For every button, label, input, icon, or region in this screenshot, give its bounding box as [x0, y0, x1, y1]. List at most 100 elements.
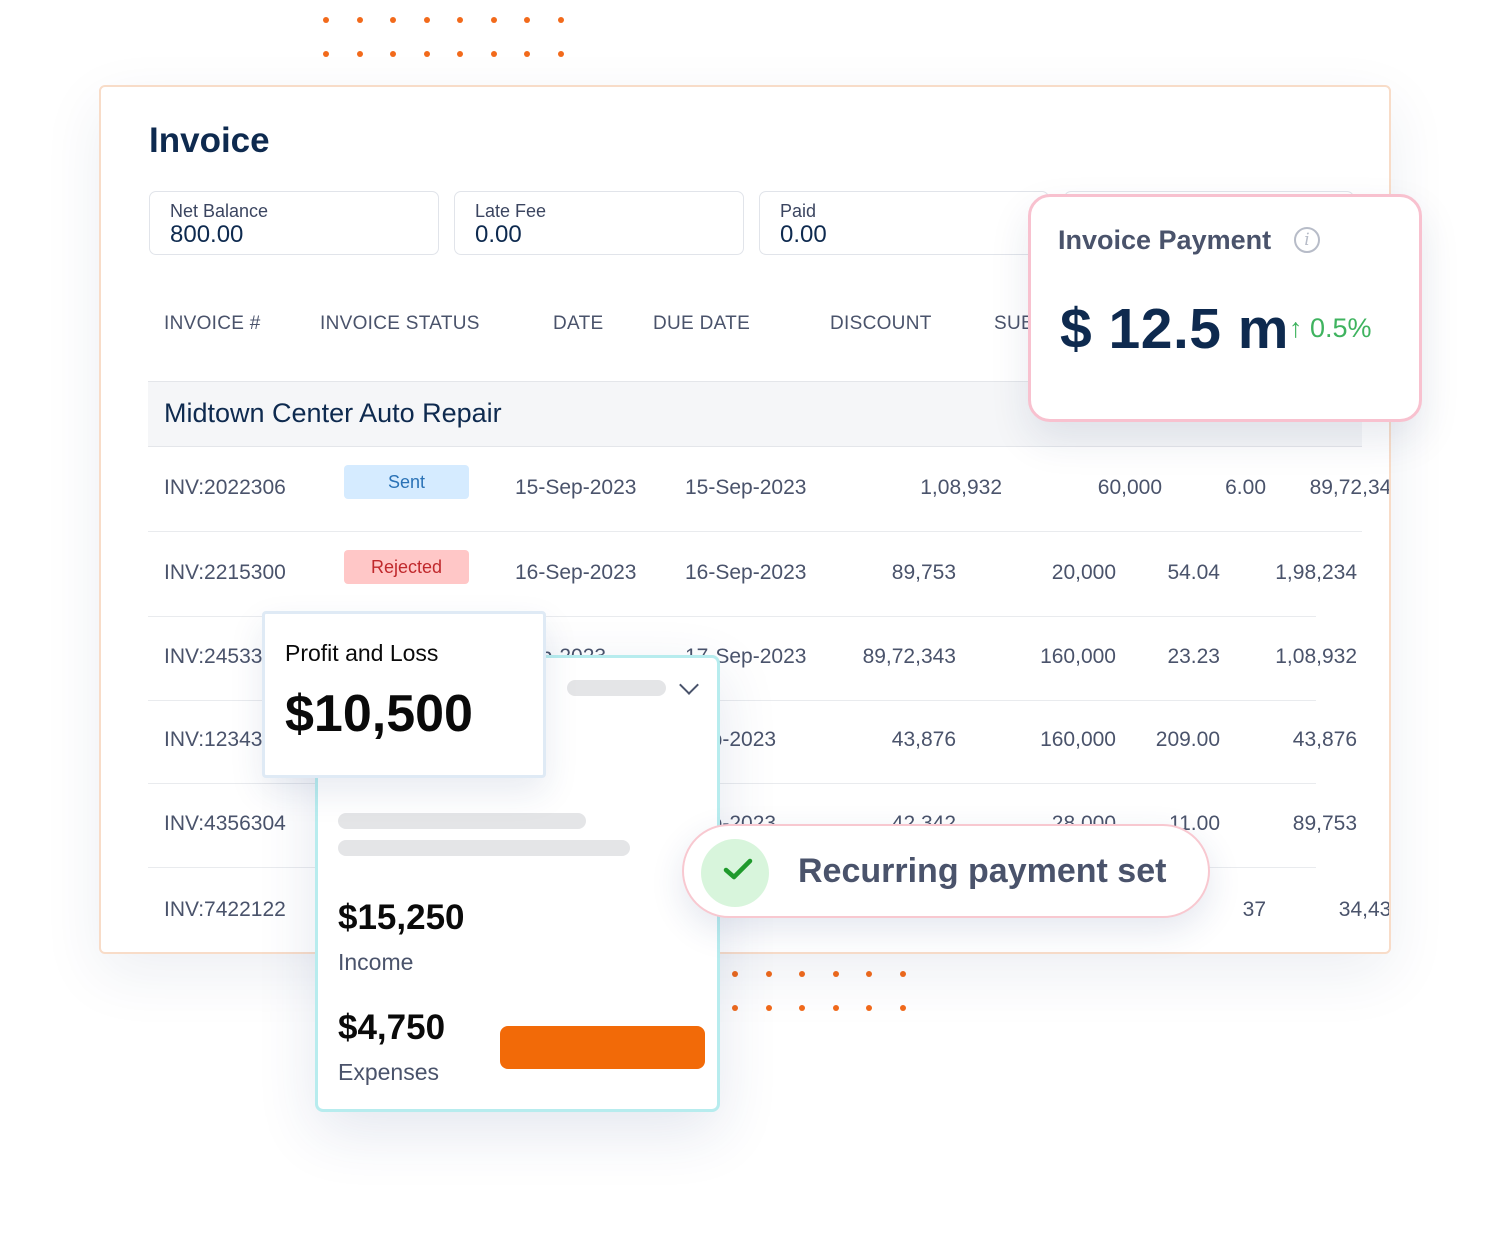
cell-discount: 89,753 — [891, 561, 956, 584]
dot — [390, 17, 396, 23]
cell-sub: 60,000 — [1097, 476, 1162, 499]
invoice-payment-card[interactable]: Invoice Payment i $ 12.5 m ↑ 0.5% — [1028, 194, 1422, 422]
dot — [557, 51, 564, 57]
cell-c8: 43,876 — [1292, 728, 1357, 751]
cell-c7: 209.00 — [1155, 728, 1220, 751]
dropdown-placeholder[interactable] — [567, 680, 666, 696]
table-row[interactable]: INV:2022306 15-Sep-2023 15-Sep-2023 1,08,93… — [148, 448, 1389, 532]
dot — [765, 971, 772, 977]
cell-discount: 43,876 — [891, 728, 956, 751]
cell-id: INV:4356304 — [164, 812, 286, 835]
dot — [524, 51, 530, 57]
customer-name: Midtown Center Auto Repair — [164, 398, 502, 428]
dot — [832, 1005, 839, 1011]
dot — [356, 51, 363, 57]
paid-value: 0.00 — [780, 221, 827, 248]
cell-sub: 20,000 — [1051, 561, 1116, 584]
dot — [732, 1005, 738, 1011]
dot — [799, 971, 805, 977]
dot — [557, 17, 564, 23]
table-row[interactable]: INV:7422122 37 34,435 — [148, 870, 1389, 952]
income-label: Income — [338, 949, 414, 975]
income-value: $15,250 — [338, 898, 465, 937]
dot — [423, 51, 430, 57]
table-row[interactable]: INV:2215300 16-Sep-2023 16-Sep-2023 89,753 2… — [148, 533, 1357, 617]
cell-id: INV:7422122 — [164, 898, 286, 921]
decorative-dots-top — [323, 17, 564, 57]
success-badge — [701, 839, 769, 907]
skeleton-line — [338, 840, 630, 856]
cell-discount: 1,08,932 — [920, 476, 1002, 499]
late-fee-value: 0.00 — [475, 221, 522, 248]
column-header-invoice-number[interactable]: INVOICE # — [164, 313, 261, 334]
expense-label: Expenses — [338, 1059, 440, 1085]
dot — [732, 971, 738, 977]
cell-c7: 37 — [1242, 898, 1266, 921]
expense-bar — [500, 1026, 705, 1069]
cell-id: INV:24533 — [164, 645, 263, 668]
late-fee-label: Late Fee — [475, 201, 547, 221]
profit-loss-title: Profit and Loss — [285, 640, 439, 666]
cell-c8: 1,08,932 — [1275, 645, 1357, 668]
paid-label: Paid — [780, 201, 817, 221]
status-badge: Rejected — [344, 550, 469, 584]
cell-id: INV:2215300 — [164, 561, 286, 584]
cell-c8: 89,753 — [1292, 812, 1357, 835]
cell-due: 16-Sep-2023 — [685, 561, 807, 584]
dot — [356, 17, 363, 23]
cell-c8: 89,72,343 — [1309, 476, 1391, 499]
net-balance-value: 800.00 — [170, 221, 244, 248]
dot — [899, 1005, 906, 1011]
arrow-up-icon: ↑ — [1289, 313, 1303, 343]
column-header-sub[interactable]: SUB — [994, 313, 1034, 334]
payment-change-value: 0.5% — [1310, 313, 1372, 343]
dot — [799, 1005, 805, 1011]
dot — [899, 971, 906, 977]
dot — [323, 17, 329, 23]
expense-value: $4,750 — [338, 1008, 446, 1047]
cell-sub: 160,000 — [1040, 645, 1116, 668]
dot — [866, 1005, 872, 1011]
cell-date: 16-Sep-2023 — [515, 561, 637, 584]
cell-sub: 160,000 — [1040, 728, 1116, 751]
cell-c7: 6.00 — [1225, 476, 1266, 499]
dot — [765, 1005, 772, 1011]
table-header: INVOICE # INVOICE STATUS DATE DUE DATE D… — [101, 313, 1389, 337]
invoice-payment-amount: $ 12.5 m — [1060, 297, 1289, 361]
cell-due: 15-Sep-2023 — [685, 476, 807, 499]
column-header-due-date[interactable]: DUE DATE — [653, 313, 751, 334]
toast-message: Recurring payment set — [798, 852, 1167, 890]
profit-loss-value: $10,500 — [285, 685, 473, 743]
cell-c8: 1,98,234 — [1275, 561, 1357, 584]
payment-change: ↑ 0.5% — [1289, 313, 1372, 344]
dot — [866, 971, 872, 977]
page-title: Invoice — [149, 121, 270, 160]
profit-loss-card[interactable]: Profit and Loss $10,500 — [262, 611, 546, 778]
dot — [390, 51, 396, 57]
dot — [490, 17, 497, 23]
column-header-invoice-status[interactable]: INVOICE STATUS — [320, 313, 480, 334]
status-badge: Sent — [344, 465, 469, 499]
cell-c8: 34,435 — [1338, 898, 1391, 921]
skeleton-line — [338, 813, 586, 829]
column-header-date[interactable]: DATE — [553, 313, 604, 334]
cell-id: INV:2022306 — [164, 476, 286, 499]
decorative-dots-bottom — [732, 971, 906, 1011]
net-balance-label: Net Balance — [170, 201, 269, 221]
cell-c7: 54.04 — [1167, 561, 1220, 584]
dot — [323, 51, 329, 57]
dot — [457, 51, 463, 57]
recurring-payment-toast: Recurring payment set — [682, 824, 1210, 918]
paid-box: Paid 0.00 — [759, 191, 1049, 255]
cell-c7: 23.23 — [1167, 645, 1220, 668]
dot — [423, 17, 430, 23]
chevron-down-icon[interactable] — [679, 675, 699, 695]
dot — [457, 17, 463, 23]
cell-date: 15-Sep-2023 — [515, 476, 637, 499]
dot — [524, 17, 530, 23]
info-icon[interactable]: i — [1294, 227, 1320, 253]
column-header-discount[interactable]: DISCOUNT — [830, 313, 932, 334]
dot — [832, 971, 839, 977]
check-icon — [723, 858, 753, 880]
late-fee-box: Late Fee 0.00 — [454, 191, 744, 255]
